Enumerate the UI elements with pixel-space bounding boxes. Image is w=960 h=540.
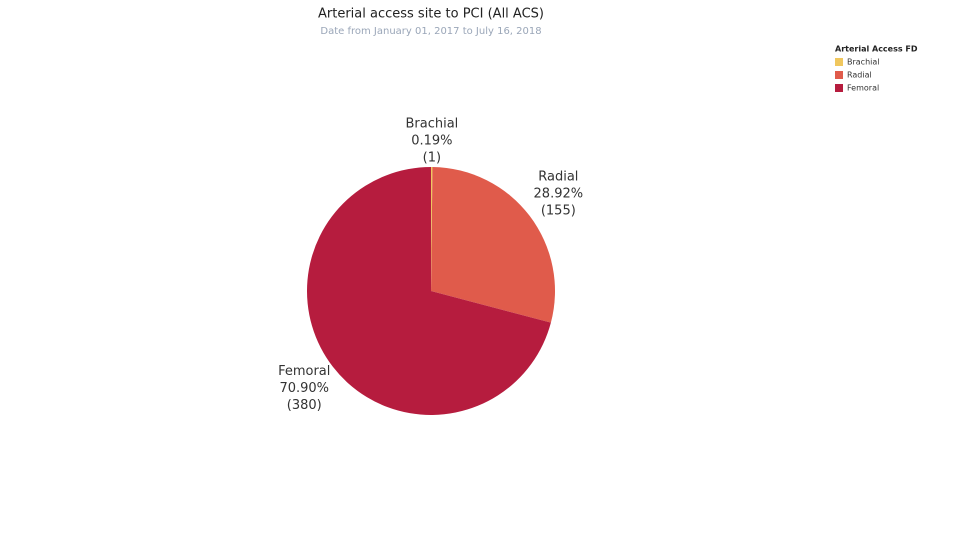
legend-swatch [835,71,843,79]
slice-label-percent: 28.92% [534,187,584,202]
pie-slice [431,167,555,323]
slice-label-name: Femoral [278,364,330,379]
slice-label-percent: 0.19% [411,134,452,149]
chart-title: Arterial access site to PCI (All ACS) [318,7,544,22]
chart-subtitle: Date from January 01, 2017 to July 16, 2… [320,26,541,37]
legend-label: Femoral [847,84,879,93]
slice-label-name: Brachial [405,117,458,132]
slice-label-name: Radial [538,170,578,185]
legend-swatch [835,58,843,66]
legend-title: Arterial Access FD [835,45,918,54]
slice-label-count: (380) [287,398,322,413]
slice-label-count: (155) [541,204,576,219]
slice-label-percent: 70.90% [279,381,329,396]
pie-slice [431,167,433,291]
legend-label: Radial [847,71,872,80]
slice-label-count: (1) [423,151,441,166]
pie-slice [306,167,551,415]
legend-swatch [835,84,843,92]
legend-label: Brachial [847,58,880,67]
